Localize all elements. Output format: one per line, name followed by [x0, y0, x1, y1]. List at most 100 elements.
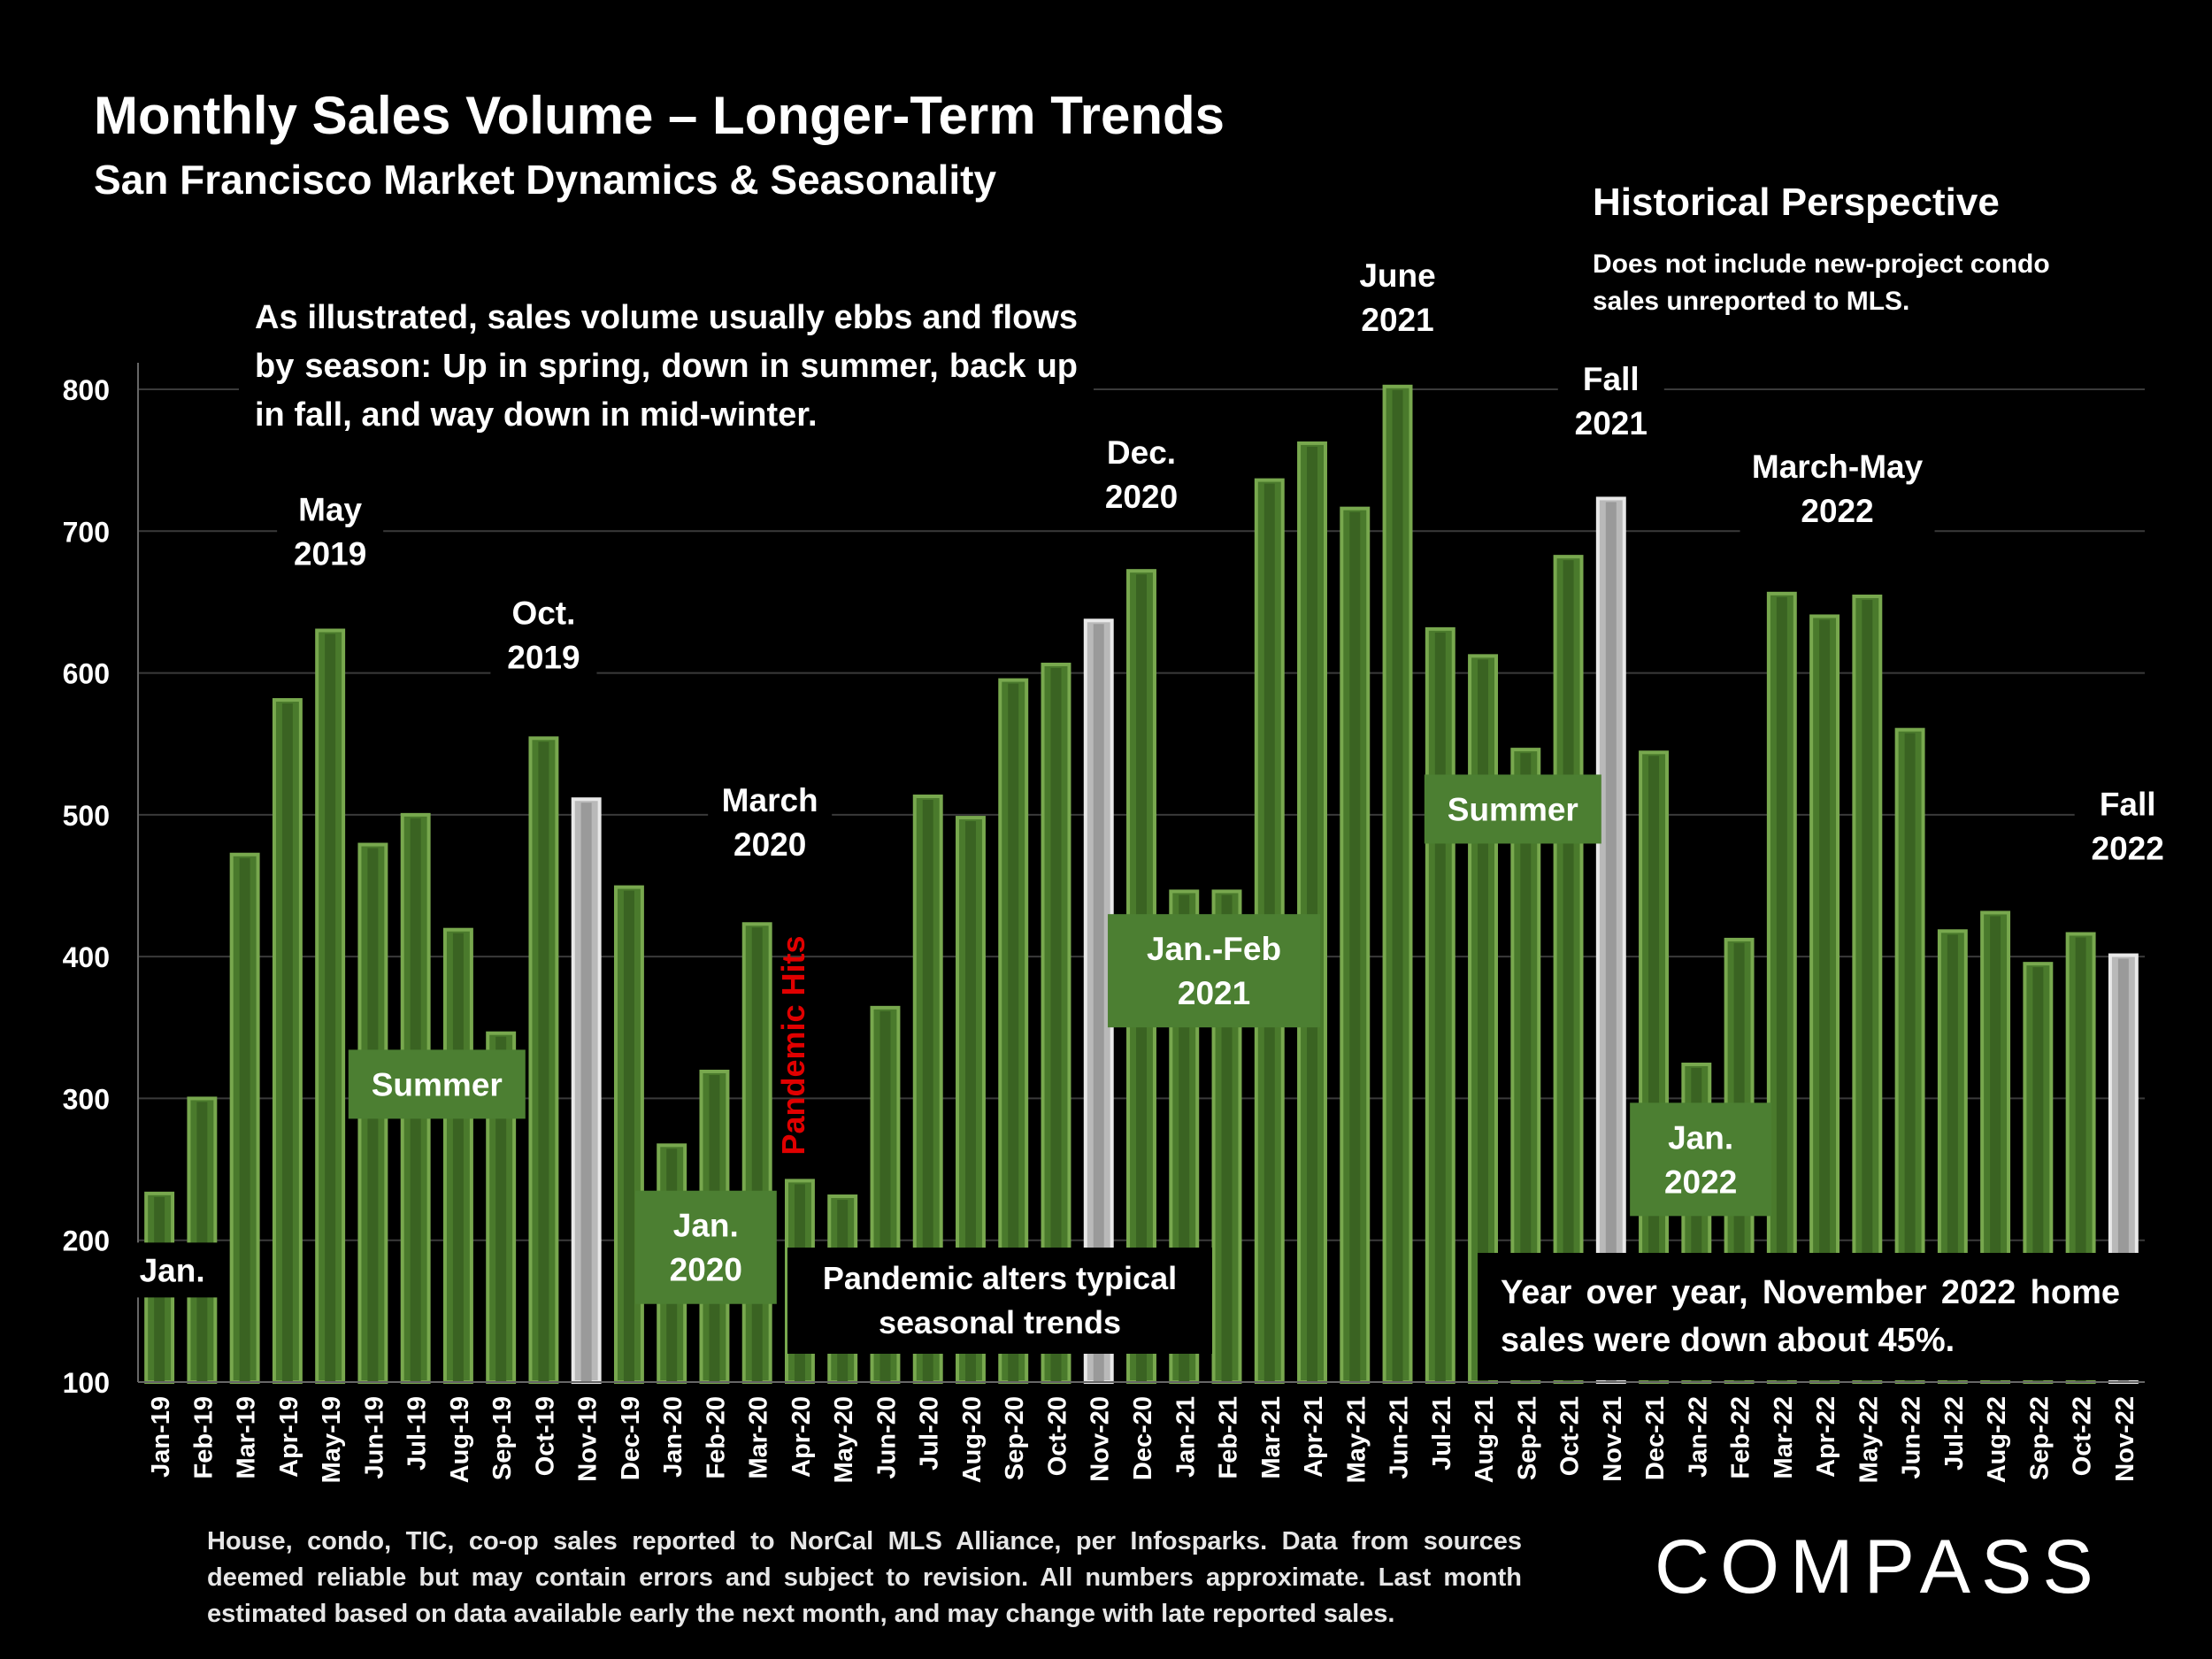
x-tick-label: Nov-21 — [1599, 1396, 1627, 1482]
y-tick-label: 600 — [63, 658, 110, 690]
x-tick-label: Feb-19 — [189, 1396, 218, 1479]
x-tick-label: Mar-22 — [1770, 1396, 1798, 1479]
annotation-label: 2020 — [670, 1252, 742, 1288]
annotation-label: 2022 — [1801, 493, 1873, 529]
chart-title: Monthly Sales Volume – Longer-Term Trend… — [94, 86, 1225, 145]
bar-shade — [751, 927, 763, 1382]
annotation-backdrop — [119, 1242, 226, 1298]
annotation-label: Jan.-Feb — [1147, 931, 1281, 967]
x-tick-label: Jul-19 — [403, 1396, 432, 1471]
bar-shade — [1520, 753, 1532, 1382]
x-tick-label: Aug-19 — [446, 1396, 474, 1483]
x-tick-label: Oct-22 — [2069, 1396, 2097, 1476]
x-tick-label: Dec-19 — [617, 1396, 645, 1480]
annotation-backdrop — [1088, 425, 1194, 525]
pandemic-note: Pandemic alters typical seasonal trends — [787, 1248, 1212, 1354]
annotation-label: 2020 — [1105, 479, 1178, 515]
y-tick-label: 500 — [63, 800, 110, 832]
x-tick-label: Nov-19 — [574, 1396, 603, 1482]
bar-shade — [1478, 659, 1489, 1382]
annotation-label: June — [1359, 257, 1435, 294]
intro-text: As illustrated, sales volume usually ebb… — [239, 288, 1094, 445]
annotation-label: 2020 — [733, 826, 806, 863]
x-tick-label: Jun-21 — [1386, 1396, 1414, 1479]
x-tick-label: Dec-21 — [1641, 1396, 1670, 1480]
bar-shade — [1349, 511, 1361, 1382]
annotation-box — [634, 1190, 777, 1304]
annotation-label: Oct. — [511, 595, 575, 631]
annotations: Jan. May 2019 Summer Oct. 2019 Jan. 2020 March 20… — [119, 247, 2181, 1304]
annotation-backdrop — [2074, 776, 2181, 876]
annotation-backdrop — [1557, 350, 1664, 450]
annotation-label: 2022 — [2092, 831, 2164, 867]
annotation-label: Summer — [1448, 791, 1578, 827]
x-tick-label: Nov-22 — [2111, 1396, 2139, 1482]
annotation-label: 2021 — [1361, 302, 1433, 338]
x-tick-label: Jun-19 — [360, 1396, 388, 1479]
bar-shade — [1947, 934, 1958, 1382]
historical-perspective-note: Does not include new-project condo sales… — [1593, 250, 2050, 316]
annotation-label: May — [298, 491, 362, 527]
annotation-label: Jan. — [140, 1252, 205, 1288]
bar-shade — [239, 857, 250, 1382]
x-tick-label: Feb-21 — [1215, 1396, 1243, 1479]
annotation-box — [1630, 1102, 1772, 1217]
compass-logo: COMPASS — [1655, 1525, 2104, 1609]
annotation-label: March-May — [1752, 449, 1924, 485]
x-tick-label: Jan-21 — [1171, 1396, 1200, 1478]
x-tick-label: Jan-20 — [659, 1396, 687, 1478]
x-tick-label: Mar-20 — [745, 1396, 773, 1479]
x-tick-label: Apr-22 — [1812, 1396, 1840, 1478]
x-tick-label: Feb-22 — [1727, 1396, 1755, 1479]
x-tick-label: Mar-19 — [233, 1396, 261, 1479]
x-tick-label: May-20 — [830, 1396, 858, 1483]
historical-perspective-title: Historical Perspective — [1593, 180, 2000, 224]
bar-shade — [495, 1036, 507, 1382]
x-tick-label: Aug-21 — [1471, 1396, 1499, 1483]
annotation-label: Dec. — [1107, 434, 1176, 471]
annotation-label: Fall — [2100, 787, 2156, 823]
x-tick-label: Apr-19 — [275, 1396, 303, 1478]
year-over-year-note: Year over year, November 2022 home sales… — [1478, 1253, 2143, 1380]
x-tick-label: Jul-20 — [916, 1396, 944, 1471]
x-tick-label: May-21 — [1342, 1396, 1371, 1483]
annotation-backdrop — [1740, 439, 1935, 539]
x-tick-label: Oct-19 — [531, 1396, 559, 1476]
x-tick-label: Aug-22 — [1983, 1396, 2011, 1483]
annotation-backdrop — [277, 481, 384, 581]
bar-shade — [1904, 733, 1916, 1382]
x-tick-label: Sep-20 — [1001, 1396, 1029, 1480]
x-tick-label: Sep-22 — [2025, 1396, 2054, 1480]
annotation-label: Fall — [1583, 361, 1640, 397]
bar-shade — [2117, 958, 2129, 1382]
x-tick-label: Apr-21 — [1300, 1396, 1328, 1478]
annotation-pandemic-hits: Pandemic Hits — [775, 935, 811, 1155]
annotation-label: 2021 — [1575, 405, 1647, 442]
annotation-box — [1108, 914, 1321, 1028]
bar-shade — [1008, 683, 1019, 1382]
bar-shade — [1648, 756, 1660, 1382]
x-tick-label: Dec-20 — [1129, 1396, 1157, 1480]
annotation-label: 2022 — [1664, 1164, 1737, 1200]
bar-shade — [1605, 502, 1617, 1382]
bar-shade — [1862, 600, 1873, 1382]
bar-shade — [2075, 937, 2086, 1382]
x-tick-label: Sep-19 — [488, 1396, 517, 1480]
y-tick-label: 200 — [63, 1225, 110, 1257]
bar-shade — [281, 703, 293, 1382]
x-tick-label: Aug-20 — [958, 1396, 987, 1483]
annotation-box — [1424, 774, 1601, 844]
bar-shade — [1434, 632, 1446, 1382]
x-tick-label: Jan-19 — [147, 1396, 175, 1478]
x-tick-label: May-19 — [318, 1396, 346, 1483]
bar-shade — [1990, 916, 2001, 1382]
annotation-backdrop — [708, 772, 833, 872]
annotation-box — [348, 1049, 526, 1119]
bar-shade — [922, 800, 933, 1382]
x-tick-label: Jun-22 — [1898, 1396, 1926, 1479]
annotation-backdrop — [1344, 247, 1451, 347]
x-tick-label: Jul-22 — [1940, 1396, 1969, 1471]
annotation-label: 2019 — [294, 535, 366, 572]
footnote: House, condo, TIC, co-op sales reported … — [207, 1527, 1522, 1628]
